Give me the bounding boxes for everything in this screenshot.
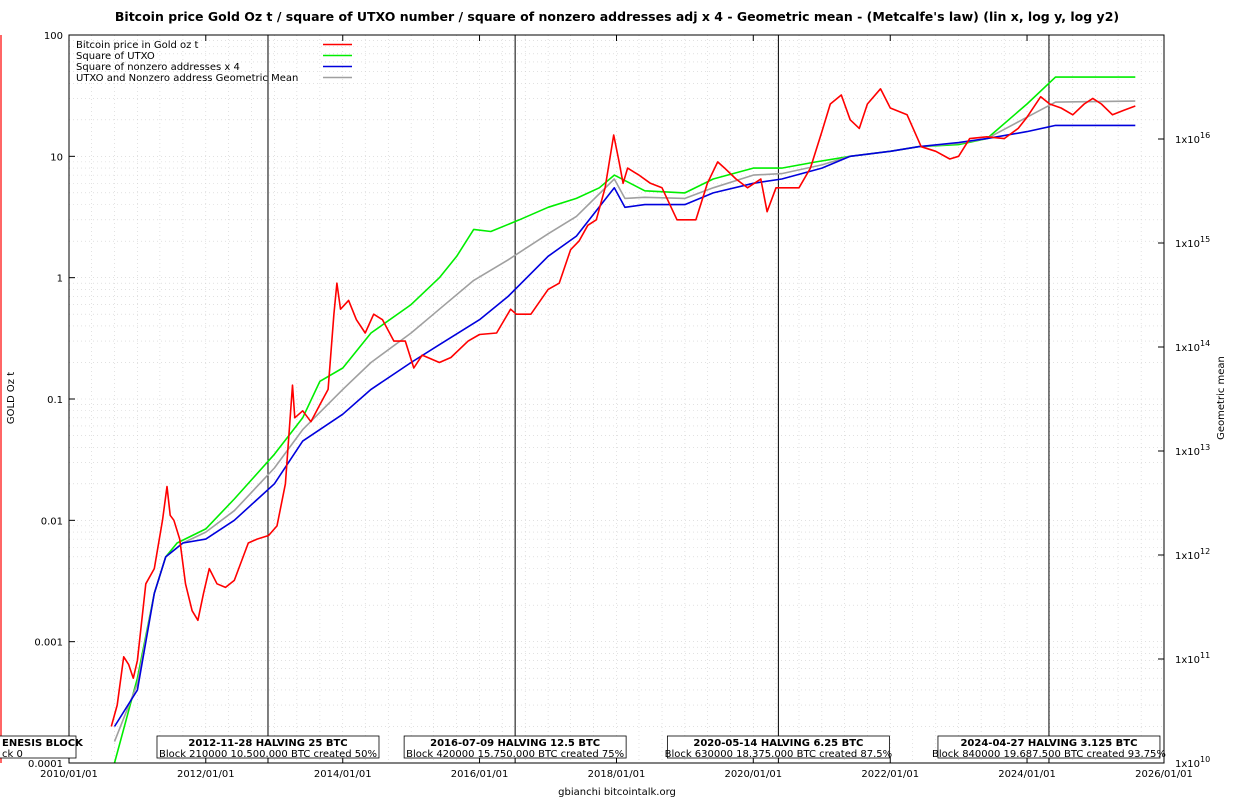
series-lines	[110, 76, 1136, 764]
y-axis-label: GOLD Oz t	[6, 372, 17, 424]
y-tick-label: 0.001	[34, 638, 63, 649]
annotation-box	[0, 735, 77, 759]
y-tick-label: 1	[57, 274, 63, 285]
series-line	[110, 88, 1136, 727]
annotation-subtitle: Block 420000 15.750.000 BTC created 75%	[406, 749, 624, 760]
annotation-title: 2012-11-28 HALVING 25 BTC	[188, 738, 347, 749]
legend-label: UTXO and Nonzero address Geometric Mean	[76, 73, 298, 84]
x-tick-label: 2016/01/01	[451, 769, 509, 780]
legend-label: Bitcoin price in Gold oz t	[76, 40, 199, 51]
annotation-box	[156, 735, 380, 759]
x-tick-label: 2014/01/01	[314, 769, 372, 780]
y2-tick-label: 1x1015	[1175, 235, 1210, 250]
y2-axis-label: Geometric mean	[1216, 356, 1227, 440]
annotation-box	[666, 735, 890, 759]
x-tick-label: 2020/01/01	[724, 769, 782, 780]
halving-lines	[0, 35, 1050, 763]
grid	[69, 35, 1164, 763]
annotation-subtitle: Block 210000 10.500.000 BTC created 50%	[159, 749, 377, 760]
annotation-box	[403, 735, 627, 759]
axis-ticks: 2010/01/01 2012/01/01 2014/01/01 2016/01/01…	[28, 31, 1210, 780]
y2-tick-label: 1x1014	[1175, 339, 1210, 354]
y2-tick-label: 1x1012	[1175, 547, 1210, 562]
annotation-title: ENESIS BLOCK	[2, 738, 84, 749]
y-tick-label: 0.0001	[28, 759, 63, 770]
y2-tick-label: 1x1013	[1175, 443, 1210, 458]
legend-label: Square of UTXO	[76, 51, 155, 62]
annotation-subtitle: ck 0	[2, 749, 23, 760]
y-tick-label: 100	[44, 31, 63, 42]
x-tick-label: 2024/01/01	[998, 769, 1056, 780]
y-tick-label: 0.01	[41, 516, 63, 527]
annotation-title: 2020-05-14 HALVING 6.25 BTC	[693, 738, 863, 749]
x-tick-label: 2010/01/01	[40, 769, 98, 780]
annotation-title: 2024-04-27 HALVING 3.125 BTC	[960, 738, 1137, 749]
x-tick-label: 2018/01/01	[588, 769, 646, 780]
y-tick-label: 10	[50, 152, 63, 163]
annotation-box	[937, 735, 1161, 759]
annotation-title: 2016-07-09 HALVING 12.5 BTC	[430, 738, 600, 749]
x-tick-label: 2022/01/01	[861, 769, 919, 780]
x-tick-label: 2026/01/01	[1135, 769, 1193, 780]
y-tick-label: 0.1	[47, 395, 63, 406]
annotation-subtitle: Block 630000 18.375.000 BTC created 87.5…	[665, 749, 893, 760]
annotation-subtitle: Block 840000 19.687.500 BTC created 93.7…	[932, 749, 1166, 760]
series-line	[113, 124, 1136, 727]
y2-tick-label: 1x1011	[1175, 651, 1210, 666]
credit: gbianchi bitcointalk.org	[558, 787, 676, 798]
y2-tick-label: 1x1016	[1175, 131, 1210, 146]
x-tick-label: 2012/01/01	[177, 769, 235, 780]
chart-title: Bitcoin price Gold Oz t / square of UTXO…	[115, 9, 1119, 24]
legend-label: Square of nonzero addresses x 4	[76, 62, 240, 73]
y2-tick-label: 1x1010	[1175, 755, 1210, 770]
